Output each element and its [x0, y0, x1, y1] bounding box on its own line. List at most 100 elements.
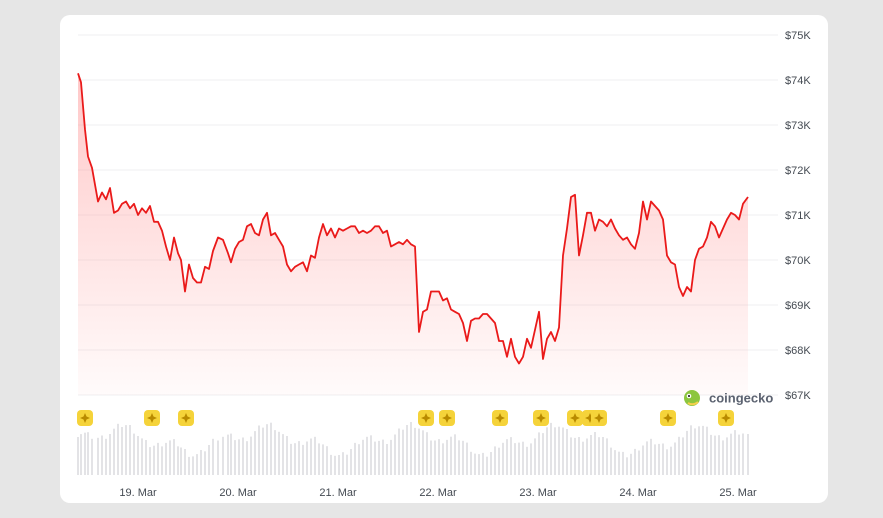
volume-bar [710, 434, 712, 475]
volume-bar [117, 423, 119, 475]
event-marker-icon[interactable] [591, 410, 607, 426]
volume-bar [254, 431, 256, 475]
volume-bar [366, 436, 368, 475]
price-line [77, 73, 749, 365]
volume-bar [514, 443, 516, 475]
y-tick-label: $69K [785, 300, 811, 312]
event-marker-icon[interactable] [77, 410, 93, 426]
event-marker-icon[interactable] [144, 410, 160, 426]
volume-bar [402, 429, 404, 475]
volume-bar [125, 425, 127, 475]
event-marker-icon[interactable] [492, 410, 508, 426]
volume-bar [574, 437, 576, 475]
volume-bar [145, 440, 147, 475]
volume-bar [690, 425, 692, 475]
volume-bar [614, 450, 616, 475]
volume-bar [550, 422, 552, 475]
volume-bar [266, 424, 268, 475]
volume-bar [590, 435, 592, 475]
volume-bar [714, 435, 716, 475]
volume-bar [230, 433, 232, 475]
volume-bar [458, 440, 460, 475]
y-tick-label: $70K [785, 255, 811, 267]
y-tick-label: $74K [785, 75, 811, 87]
volume-bar [310, 438, 312, 475]
volume-bar [498, 447, 500, 475]
volume-bar [474, 453, 476, 475]
volume-bar [274, 430, 276, 475]
price-area-fill [78, 73, 748, 396]
volume-bar [302, 444, 304, 475]
volume-bar [262, 427, 264, 475]
volume-bar [642, 445, 644, 475]
x-tick-label: 23. Mar [519, 487, 557, 499]
volume-bar [330, 454, 332, 475]
volume-bar [188, 456, 190, 475]
x-tick-label: 22. Mar [419, 487, 457, 499]
volume-bar [510, 437, 512, 475]
volume-bar [270, 422, 272, 475]
volume-bar [606, 438, 608, 475]
volume-bar [462, 440, 464, 475]
volume-bar [694, 428, 696, 475]
volume-bar [180, 447, 182, 475]
volume-bar [298, 441, 300, 475]
event-marker-icon[interactable] [718, 410, 734, 426]
event-marker-icon[interactable] [533, 410, 549, 426]
x-tick-label: 25. Mar [719, 487, 757, 499]
volume-bar [570, 437, 572, 475]
volume-bar [161, 446, 163, 475]
volume-bar [394, 434, 396, 475]
volume-bar [622, 451, 624, 475]
volume-bar [200, 450, 202, 475]
event-marker-icon[interactable] [178, 410, 194, 426]
volume-bar [602, 437, 604, 475]
volume-bar [470, 451, 472, 475]
y-tick-label: $72K [785, 165, 811, 177]
volume-bar [414, 427, 416, 475]
event-marker-icon[interactable] [439, 410, 455, 426]
volume-bar [658, 443, 660, 475]
volume-bar [654, 444, 656, 475]
volume-bar [562, 427, 564, 475]
y-tick-label: $71K [785, 210, 811, 222]
volume-bar [334, 455, 336, 475]
volume-bar [278, 431, 280, 475]
volume-bar [318, 443, 320, 475]
volume-bar [80, 434, 82, 475]
volume-bar [747, 434, 749, 475]
price-chart: $75K $74K $73K $72K $71K $70K $69K $68K $67K 19.… [77, 30, 811, 499]
volume-bar [730, 433, 732, 475]
volume-bar [129, 425, 131, 475]
x-axis-ticks: 19. Mar 20. Mar 21. Mar 22. Mar 23. Mar 24. M… [119, 487, 757, 499]
volume-bar [466, 442, 468, 475]
volume-bar [258, 425, 260, 475]
volume-bar [97, 437, 99, 475]
volume-bar [530, 443, 532, 475]
gecko-logo-icon [684, 390, 700, 406]
volume-bar [490, 452, 492, 475]
volume-bar [638, 450, 640, 475]
volume-bar [105, 438, 107, 475]
event-marker-icon[interactable] [567, 410, 583, 426]
y-tick-label: $68K [785, 345, 811, 357]
volume-bar [294, 443, 296, 475]
volume-bar [238, 439, 240, 475]
volume-bar [518, 442, 520, 475]
volume-bar [506, 439, 508, 475]
event-marker-icon[interactable] [660, 410, 676, 426]
volume-bar [522, 441, 524, 475]
volume-bar [250, 436, 252, 475]
volume-bar [538, 432, 540, 475]
x-tick-label: 20. Mar [219, 487, 257, 499]
volume-bar [650, 438, 652, 475]
volume-bar [346, 454, 348, 475]
y-tick-label: $73K [785, 120, 811, 132]
volume-bar [678, 436, 680, 475]
volume-bar [454, 434, 456, 475]
volume-bar [222, 436, 224, 475]
volume-bar [322, 444, 324, 475]
event-marker-icon[interactable] [418, 410, 434, 426]
volume-bar [370, 435, 372, 475]
volume-bar [566, 429, 568, 475]
